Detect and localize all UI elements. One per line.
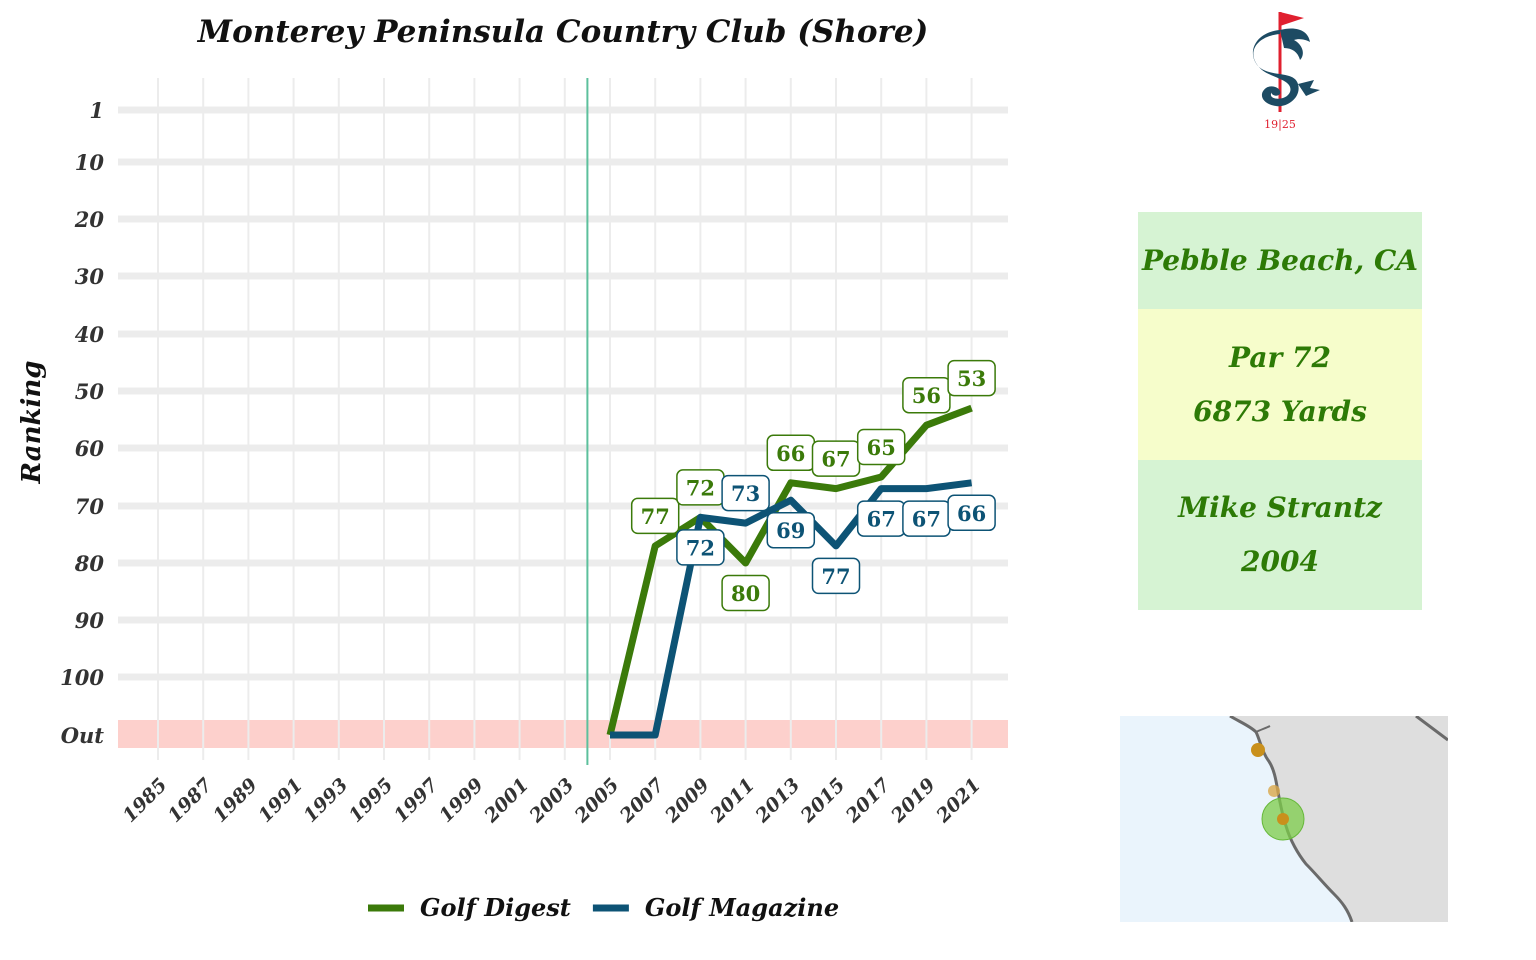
- x-tick-label: 2007: [615, 774, 669, 828]
- y-tick-label: 100: [60, 665, 104, 690]
- y-tick-label: 70: [75, 494, 105, 519]
- y-tick-label: 50: [75, 379, 105, 404]
- data-label: 73: [731, 481, 760, 506]
- data-label: 67: [821, 447, 850, 472]
- data-label: 72: [686, 535, 715, 560]
- par-text: Par 72: [1229, 340, 1331, 374]
- architect-year-text: 2004: [1241, 545, 1319, 578]
- x-tick-label: 1985: [119, 774, 172, 827]
- y-tick-label: 20: [74, 207, 105, 232]
- legend-label: Golf Digest: [420, 893, 571, 922]
- data-label: 53: [957, 366, 986, 391]
- series-line: [610, 479, 973, 739]
- x-tick-label: 2019: [886, 774, 940, 828]
- y-axis-label: Ranking: [17, 361, 47, 485]
- data-label: 66: [776, 441, 805, 466]
- x-tick-label: 2021: [931, 774, 985, 828]
- x-tick-label: 2005: [570, 774, 624, 828]
- data-label: 67: [912, 507, 941, 532]
- x-tick-label: 2009: [660, 774, 714, 828]
- y-tick-label: 10: [75, 150, 105, 175]
- data-label: 66: [957, 501, 986, 526]
- x-tick-label: 1987: [164, 774, 217, 827]
- par-yardage-box: Par 72 6873 Yards: [1138, 309, 1422, 460]
- data-label-box: [766, 511, 816, 549]
- legend-label: Golf Magazine: [645, 893, 839, 922]
- location-box: Pebble Beach, CA: [1138, 212, 1422, 309]
- y-tick-label: 80: [74, 551, 105, 576]
- data-label: 77: [641, 504, 670, 529]
- series-lines: [606, 404, 973, 739]
- y-tick-label: Out: [61, 723, 105, 748]
- x-tick-label: 2001: [479, 774, 533, 828]
- x-tick-label: 2013: [751, 774, 805, 828]
- x-tick-label: 1995: [345, 774, 398, 827]
- data-label-box: [630, 497, 680, 535]
- location-text: Pebble Beach, CA: [1141, 243, 1418, 277]
- y-tick-label: 90: [75, 608, 105, 633]
- x-tick-label: 1991: [254, 774, 307, 827]
- data-labels: 77 72 80 66 67 65 56 53 72 73 69 77 67 67 66: [630, 359, 996, 612]
- dragon-flag-logo-icon: 19|25: [1252, 12, 1320, 132]
- data-label: 65: [867, 435, 896, 460]
- data-label: 69: [776, 518, 805, 543]
- data-label: 80: [731, 581, 760, 606]
- data-label-box: [947, 359, 996, 397]
- out-band: [118, 720, 1008, 748]
- x-tick-label: 1997: [390, 774, 443, 827]
- x-tick-label: 2011: [705, 774, 759, 828]
- legend: Golf Digest Golf Magazine: [368, 893, 839, 922]
- series-line: [606, 404, 973, 736]
- y-tick-label: 60: [75, 436, 105, 461]
- data-label-box: [676, 529, 725, 566]
- x-tick-label: 2017: [841, 774, 895, 828]
- x-tick-label: 1989: [209, 774, 262, 827]
- y-tick-label: 40: [75, 322, 105, 347]
- architect-box: Mike Strantz 2004: [1138, 460, 1422, 610]
- x-tick-label: 1993: [299, 774, 352, 827]
- grid: [118, 78, 1008, 765]
- x-tick-label: 2015: [796, 774, 850, 828]
- data-label-box: [856, 428, 906, 466]
- yardage-text: 6873 Yards: [1193, 394, 1367, 428]
- data-label: 72: [686, 475, 715, 500]
- data-label: 56: [912, 383, 941, 408]
- data-label-box: [721, 474, 770, 512]
- data-label-box: [947, 494, 996, 532]
- data-label: 77: [821, 564, 850, 589]
- y-tick-label: 30: [75, 264, 105, 289]
- x-tick-label: 2003: [525, 774, 579, 828]
- chart-title: Monterey Peninsula Country Club (Shore): [197, 14, 928, 50]
- y-tick-label: 1: [89, 98, 104, 123]
- california-coast-map-icon: [1120, 716, 1448, 922]
- architect-text: Mike Strantz: [1178, 491, 1382, 524]
- data-label-box: [811, 557, 861, 595]
- logo-year: 19|25: [1264, 118, 1296, 132]
- data-label-box: [902, 376, 951, 414]
- data-label-box: [721, 574, 770, 612]
- x-tick-label: 1999: [435, 774, 488, 827]
- course-info-panel: Pebble Beach, CA Par 72 6873 Yards Mike …: [1138, 212, 1422, 610]
- data-label: 67: [867, 507, 896, 532]
